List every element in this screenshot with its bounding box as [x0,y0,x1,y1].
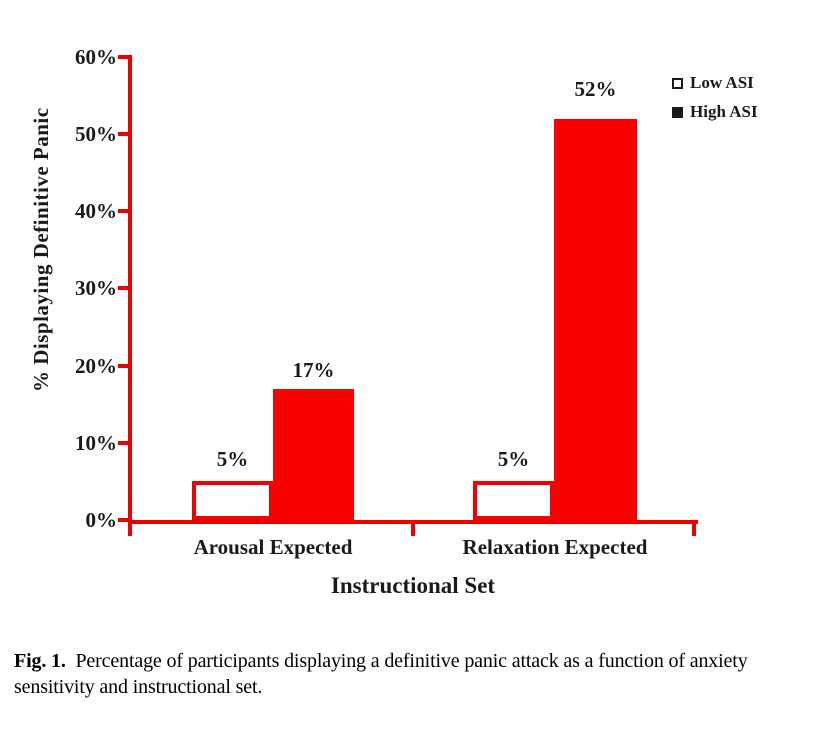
x-tick-mark [692,520,696,536]
figure-caption-label: Fig. 1. [14,650,66,672]
bar-value-label: 5% [497,447,530,471]
bar-arousal-high-asi [273,388,354,520]
x-tick-mark [128,520,132,536]
y-tick-mark [118,55,128,59]
y-tick-label-40: 40% [75,199,117,223]
bar-relaxation-high-asi [554,118,637,520]
x-category-label-arousal: Arousal Expected [193,535,353,559]
y-tick-mark [118,132,128,136]
legend-swatch-low-asi-icon [672,77,683,89]
y-tick-label-0: 0% [85,508,118,532]
legend: Low ASI High ASI [672,74,758,132]
y-tick-label-20: 20% [75,354,117,378]
bar-arousal-low-asi [192,481,273,520]
y-tick-label-60: 60% [75,45,117,69]
bar-relaxation-low-asi [473,481,554,520]
x-tick-mark [411,520,415,536]
y-tick-mark [118,209,128,213]
figure-caption-text: Percentage of participants displaying a … [14,650,748,698]
y-tick-label-50: 50% [75,122,117,146]
x-category-label-relaxation: Relaxation Expected [462,535,648,559]
legend-item-low-asi: Low ASI [672,74,758,92]
y-tick-mark [118,364,128,368]
figure-caption: Fig. 1. Percentage of participants displ… [14,648,814,700]
x-axis-title: Instructional Set [330,573,496,598]
y-tick-label-30: 30% [75,276,117,300]
legend-item-high-asi: High ASI [672,103,758,121]
y-tick-label-10: 10% [75,431,117,455]
y-axis-line [128,55,132,524]
legend-label-high-asi: High ASI [690,102,758,121]
bar-value-label: 5% [216,447,249,471]
bar-value-label: 17% [292,358,335,382]
y-tick-mark [118,441,128,445]
y-tick-mark [118,518,128,522]
legend-label-low-asi: Low ASI [690,73,754,92]
y-tick-mark [118,286,128,290]
bar-value-label: 52% [574,77,617,101]
legend-swatch-high-asi-icon [672,106,683,118]
